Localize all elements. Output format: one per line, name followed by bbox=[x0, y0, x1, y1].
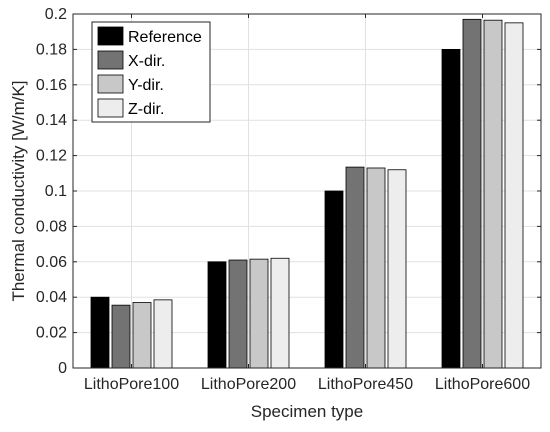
bar-y-dir-lithopore600 bbox=[483, 19, 503, 369]
y-tick-label: 0.04 bbox=[36, 289, 67, 306]
bar-reference-lithopore600 bbox=[441, 49, 461, 369]
y-tick-label: 0.2 bbox=[45, 6, 67, 23]
y-tick-label: 0.08 bbox=[36, 218, 67, 235]
legend-label: Y-dir. bbox=[128, 77, 164, 94]
y-tick-label: 0.06 bbox=[36, 254, 67, 271]
y-tick-label: 0.12 bbox=[36, 148, 67, 165]
legend-label: Z-dir. bbox=[128, 101, 164, 118]
legend-label: Reference bbox=[128, 29, 202, 46]
legend: Reference X-dir. Y-dir. Z-dir. bbox=[91, 21, 211, 123]
bar-x-dir-lithopore100 bbox=[111, 304, 131, 369]
y-tick-label: 0.16 bbox=[36, 77, 67, 94]
bar-y-dir-lithopore450 bbox=[366, 167, 386, 369]
x-tick-label: LithoPore100 bbox=[84, 376, 179, 393]
legend-swatch-y-dir bbox=[97, 74, 124, 94]
x-tick-label: LithoPore450 bbox=[318, 376, 413, 393]
bar-reference-lithopore200 bbox=[207, 261, 227, 369]
y-tick-label: 0 bbox=[58, 360, 67, 377]
bar-x-dir-lithopore600 bbox=[462, 18, 482, 369]
x-axis: LithoPore100 LithoPore200 LithoPore450 Lith… bbox=[84, 14, 530, 393]
bar-x-dir-lithopore450 bbox=[345, 166, 365, 369]
bar-y-dir-lithopore200 bbox=[249, 258, 269, 369]
x-tick-label: LithoPore600 bbox=[435, 376, 530, 393]
x-tick-label: LithoPore200 bbox=[201, 376, 296, 393]
y-tick-label: 0.18 bbox=[36, 41, 67, 58]
legend-swatch-x-dir bbox=[97, 50, 124, 70]
bar-reference-lithopore450 bbox=[324, 190, 344, 369]
legend-label: X-dir. bbox=[128, 53, 165, 70]
y-tick-label: 0.02 bbox=[36, 325, 67, 342]
bar-z-dir-lithopore450 bbox=[387, 169, 407, 369]
legend-swatch-z-dir bbox=[97, 98, 124, 118]
legend-swatch-reference bbox=[97, 26, 124, 46]
bar-z-dir-lithopore100 bbox=[153, 299, 173, 369]
x-axis-title: Specimen type bbox=[251, 402, 363, 421]
bar-y-dir-lithopore100 bbox=[132, 302, 152, 369]
y-axis: 0 0.02 0.04 0.06 0.08 0.1 0.12 0.14 0.16 0.18 0.2 bbox=[36, 6, 541, 377]
bar-z-dir-lithopore600 bbox=[504, 22, 524, 369]
bar-reference-lithopore100 bbox=[90, 296, 110, 369]
bar-z-dir-lithopore200 bbox=[270, 257, 290, 369]
y-tick-label: 0.14 bbox=[36, 112, 67, 129]
bar-x-dir-lithopore200 bbox=[228, 259, 248, 369]
bars bbox=[90, 18, 524, 369]
y-axis-title: Thermal conductivity [W/m/K] bbox=[9, 80, 28, 301]
y-tick-label: 0.1 bbox=[45, 183, 67, 200]
